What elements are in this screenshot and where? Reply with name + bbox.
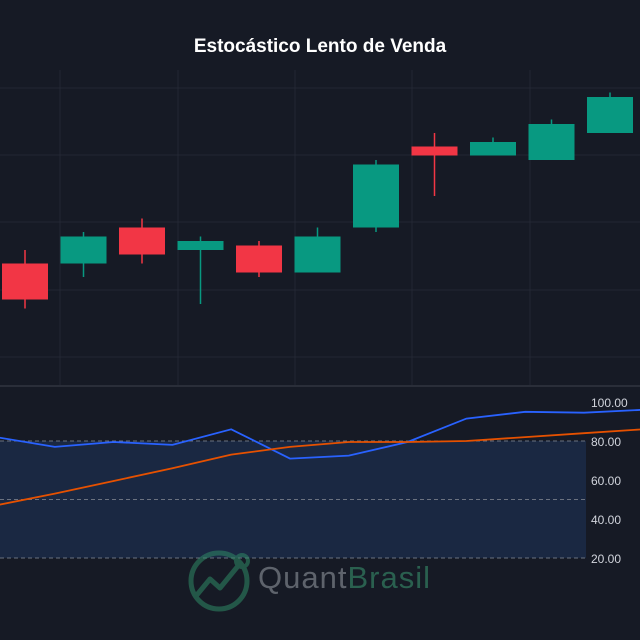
d-line: [0, 428, 640, 506]
candle: [2, 250, 48, 309]
candle-body: [470, 142, 516, 156]
candle: [470, 137, 516, 156]
zone-fill: [0, 441, 586, 558]
candle-body: [2, 263, 48, 300]
candle-body: [236, 245, 282, 273]
candle-body: [353, 164, 399, 228]
chart-title: Estocástico Lento de Venda: [193, 36, 447, 57]
oscillator-zone: [0, 440, 586, 559]
k-line: [0, 409, 640, 460]
oscillator-tick-labels: 100.00 80.00 60.00 40.00 20.00: [591, 396, 628, 566]
candle: [353, 160, 399, 232]
candle-body: [411, 146, 458, 156]
y-tick-label: 100.00: [591, 396, 628, 410]
oscillator-lines: [0, 409, 640, 506]
y-tick-label: 40.00: [591, 513, 621, 527]
logo-icon: [188, 550, 250, 612]
y-tick-label: 80.00: [591, 435, 621, 449]
logo-wordmark: QuantBrasil: [258, 560, 431, 595]
y-tick-label: 20.00: [591, 552, 621, 566]
candle: [411, 133, 458, 196]
y-tick-label: 60.00: [591, 474, 621, 488]
candle: [528, 119, 575, 160]
candle-body: [177, 241, 224, 250]
quantbrasil-logo: QuantBrasil: [186, 546, 466, 616]
grid-layer: [0, 70, 640, 387]
candle: [177, 236, 224, 304]
candle-body: [294, 236, 341, 273]
candle-body: [587, 97, 633, 133]
candle: [236, 241, 282, 277]
candle: [60, 232, 107, 277]
candle: [587, 92, 633, 133]
candles-layer: [2, 92, 633, 309]
candle: [294, 227, 341, 273]
candle-body: [528, 124, 575, 160]
candle-body: [119, 227, 165, 255]
candle-body: [60, 236, 107, 264]
candle: [119, 218, 165, 264]
